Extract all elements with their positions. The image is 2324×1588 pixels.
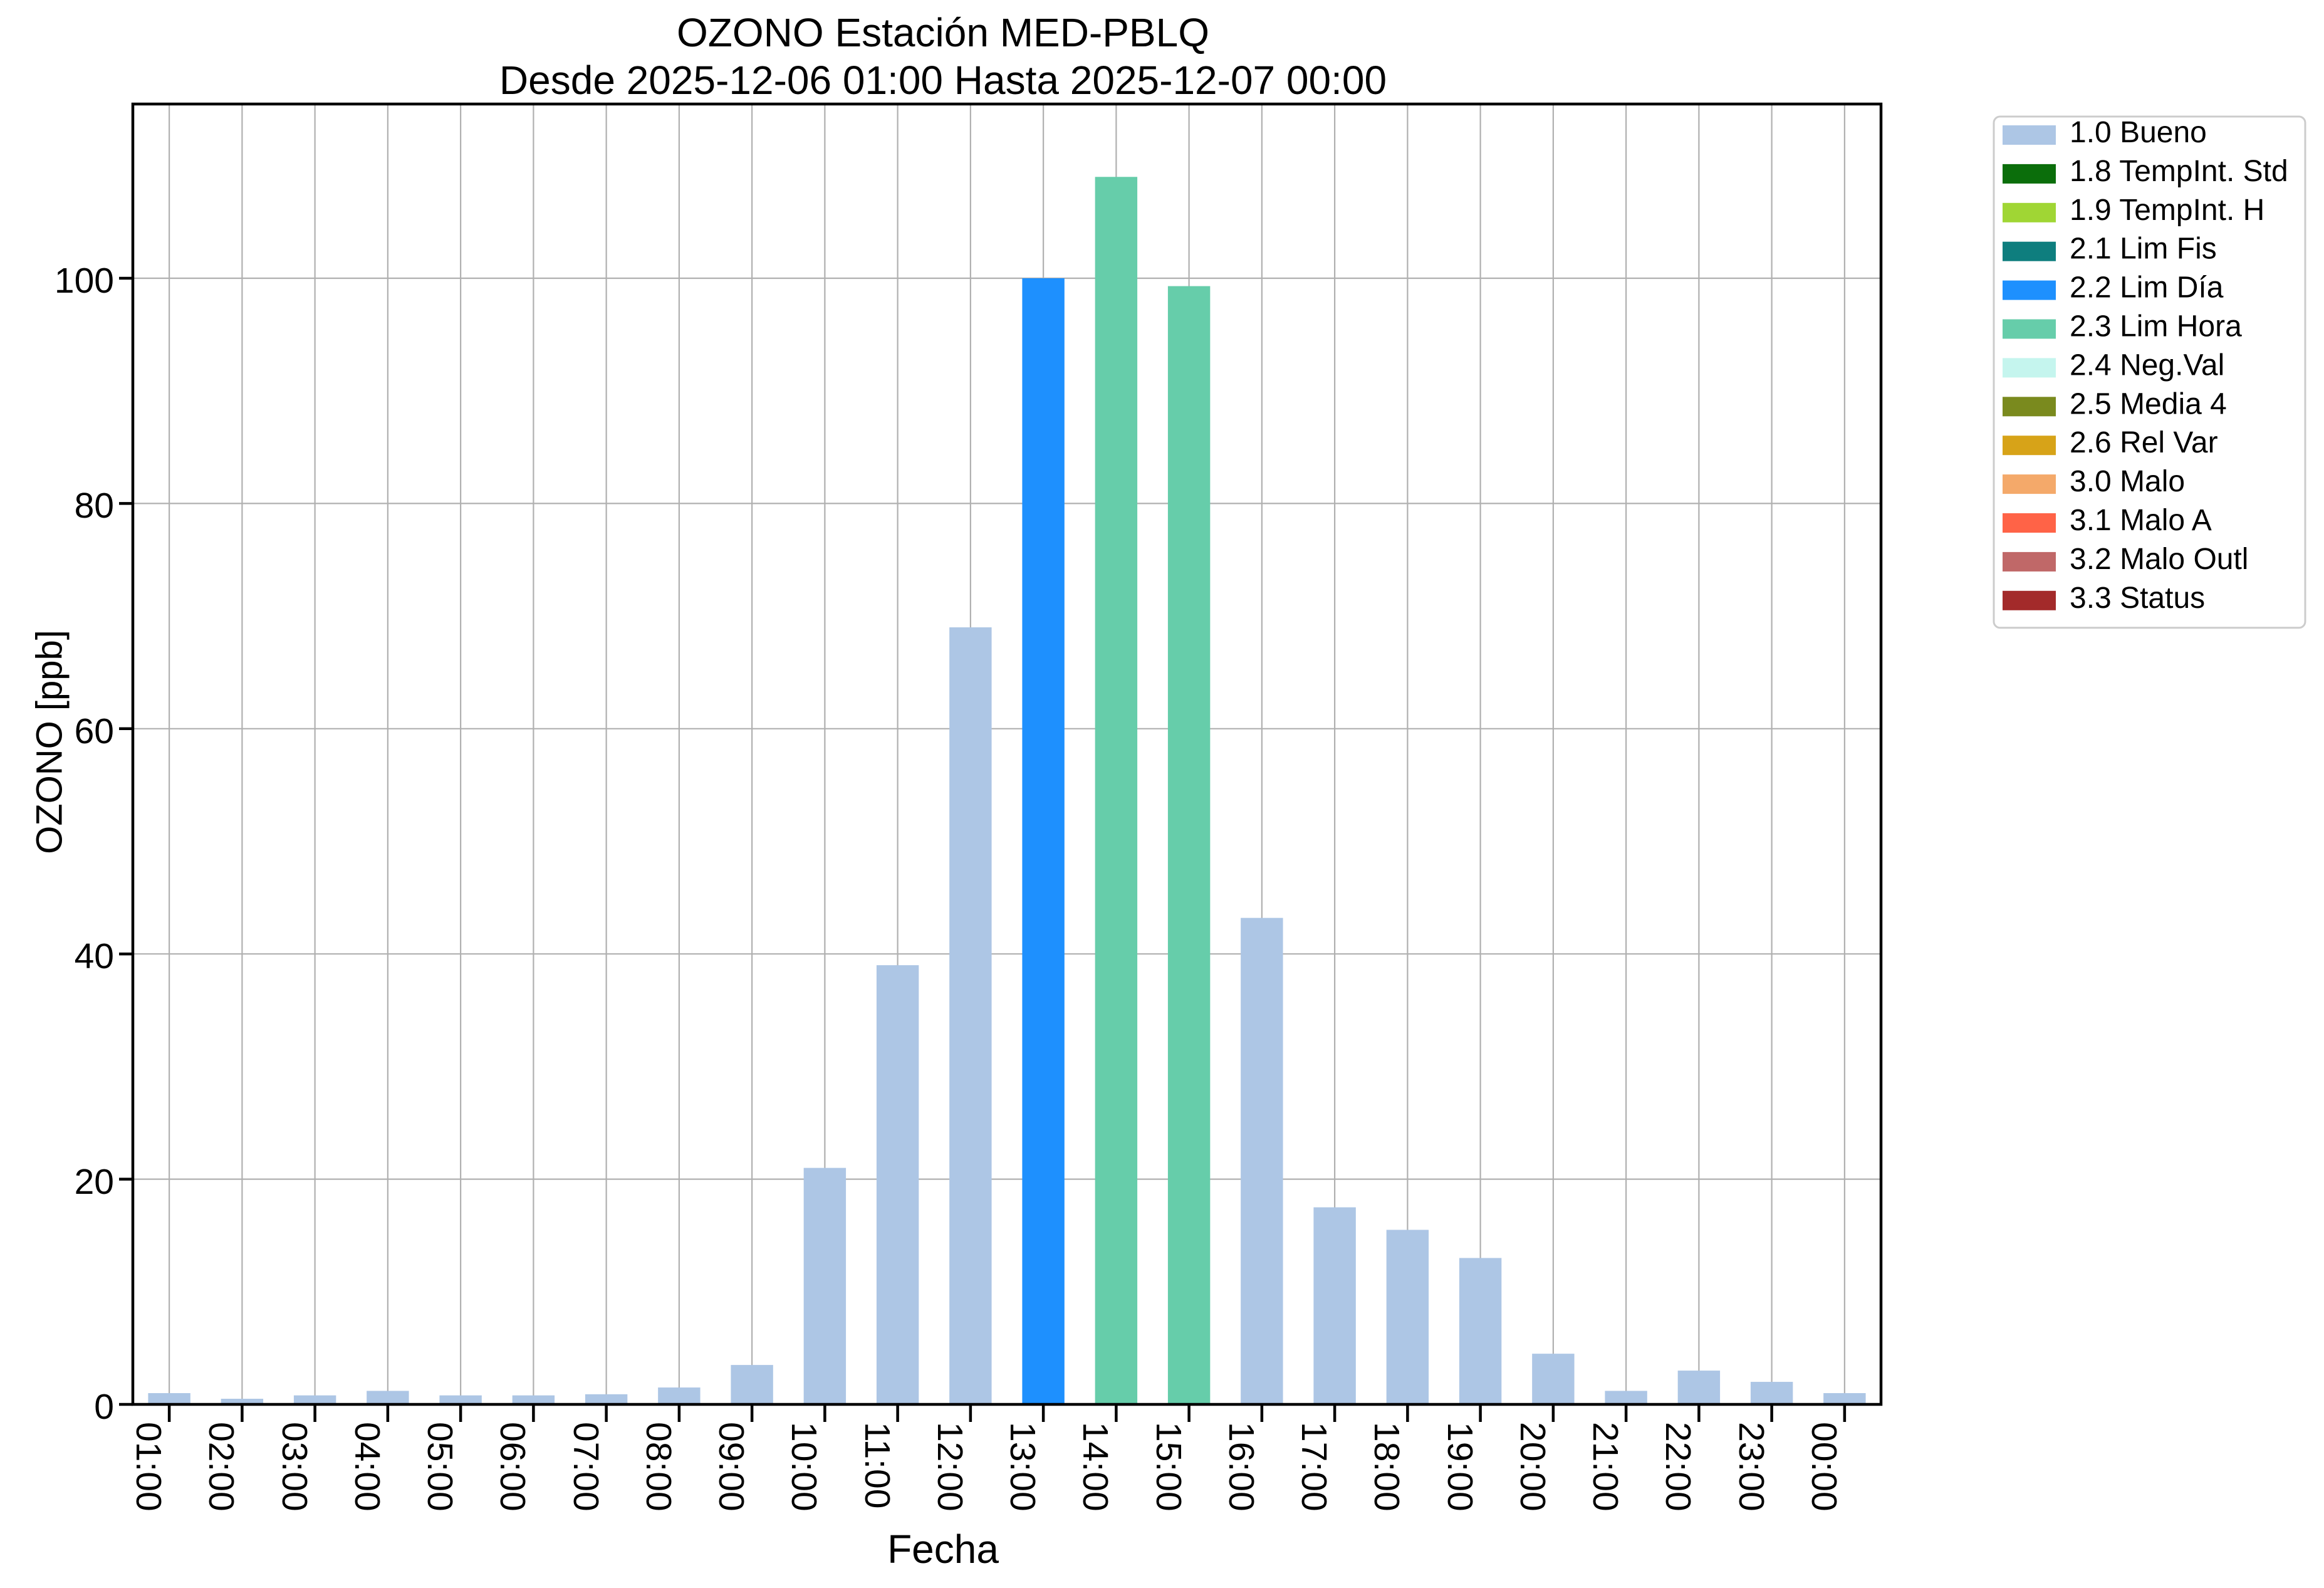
svg-text:3.3 Status: 3.3 Status: [2070, 582, 2205, 615]
svg-text:1.9 TempInt. H: 1.9 TempInt. H: [2070, 194, 2264, 227]
svg-text:2.4 Neg.Val: 2.4 Neg.Val: [2070, 348, 2224, 382]
svg-text:2.2 Lim Día: 2.2 Lim Día: [2070, 271, 2224, 305]
svg-text:1.8 TempInt. Std: 1.8 TempInt. Std: [2070, 155, 2288, 188]
svg-text:3.0 Malo: 3.0 Malo: [2070, 465, 2185, 498]
svg-text:2.5 Media 4: 2.5 Media 4: [2070, 387, 2227, 421]
svg-text:3.1 Malo A: 3.1 Malo A: [2070, 504, 2212, 537]
svg-text:1.0 Bueno: 1.0 Bueno: [2070, 116, 2207, 149]
svg-text:2.1 Lim Fis: 2.1 Lim Fis: [2070, 232, 2217, 266]
svg-text:2.6 Rel Var: 2.6 Rel Var: [2070, 426, 2218, 459]
svg-text:2.3 Lim Hora: 2.3 Lim Hora: [2070, 310, 2242, 343]
svg-text:3.2 Malo Outl: 3.2 Malo Outl: [2070, 543, 2248, 576]
